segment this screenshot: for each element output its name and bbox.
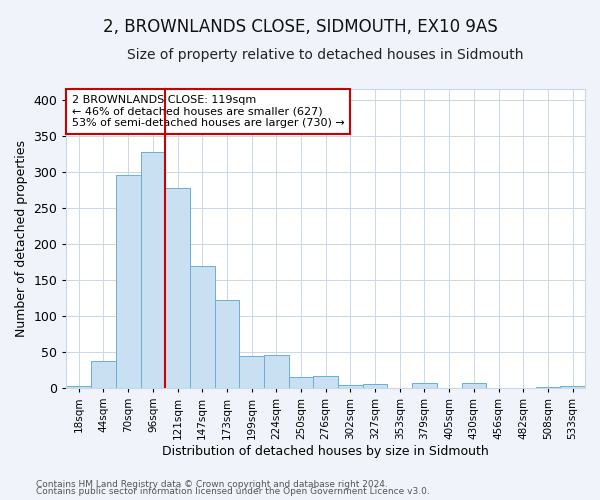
- Bar: [215, 300, 239, 388]
- Text: 2, BROWNLANDS CLOSE, SIDMOUTH, EX10 9AS: 2, BROWNLANDS CLOSE, SIDMOUTH, EX10 9AS: [103, 18, 497, 36]
- Bar: [536, 387, 560, 388]
- Title: Size of property relative to detached houses in Sidmouth: Size of property relative to detached ho…: [127, 48, 524, 62]
- Bar: [239, 356, 264, 388]
- Bar: [461, 384, 486, 388]
- Bar: [338, 385, 363, 388]
- Bar: [313, 376, 338, 388]
- Bar: [560, 386, 585, 388]
- Bar: [289, 377, 313, 388]
- Y-axis label: Number of detached properties: Number of detached properties: [15, 140, 28, 337]
- Bar: [91, 361, 116, 388]
- Bar: [165, 188, 190, 388]
- Text: 2 BROWNLANDS CLOSE: 119sqm
← 46% of detached houses are smaller (627)
53% of sem: 2 BROWNLANDS CLOSE: 119sqm ← 46% of deta…: [71, 95, 344, 128]
- Text: Contains HM Land Registry data © Crown copyright and database right 2024.: Contains HM Land Registry data © Crown c…: [36, 480, 388, 489]
- Text: Contains public sector information licensed under the Open Government Licence v3: Contains public sector information licen…: [36, 487, 430, 496]
- Bar: [140, 152, 165, 388]
- Bar: [412, 384, 437, 388]
- Bar: [363, 384, 388, 388]
- Bar: [67, 386, 91, 388]
- Bar: [190, 266, 215, 388]
- Bar: [116, 174, 140, 388]
- Bar: [264, 354, 289, 388]
- X-axis label: Distribution of detached houses by size in Sidmouth: Distribution of detached houses by size …: [163, 444, 489, 458]
